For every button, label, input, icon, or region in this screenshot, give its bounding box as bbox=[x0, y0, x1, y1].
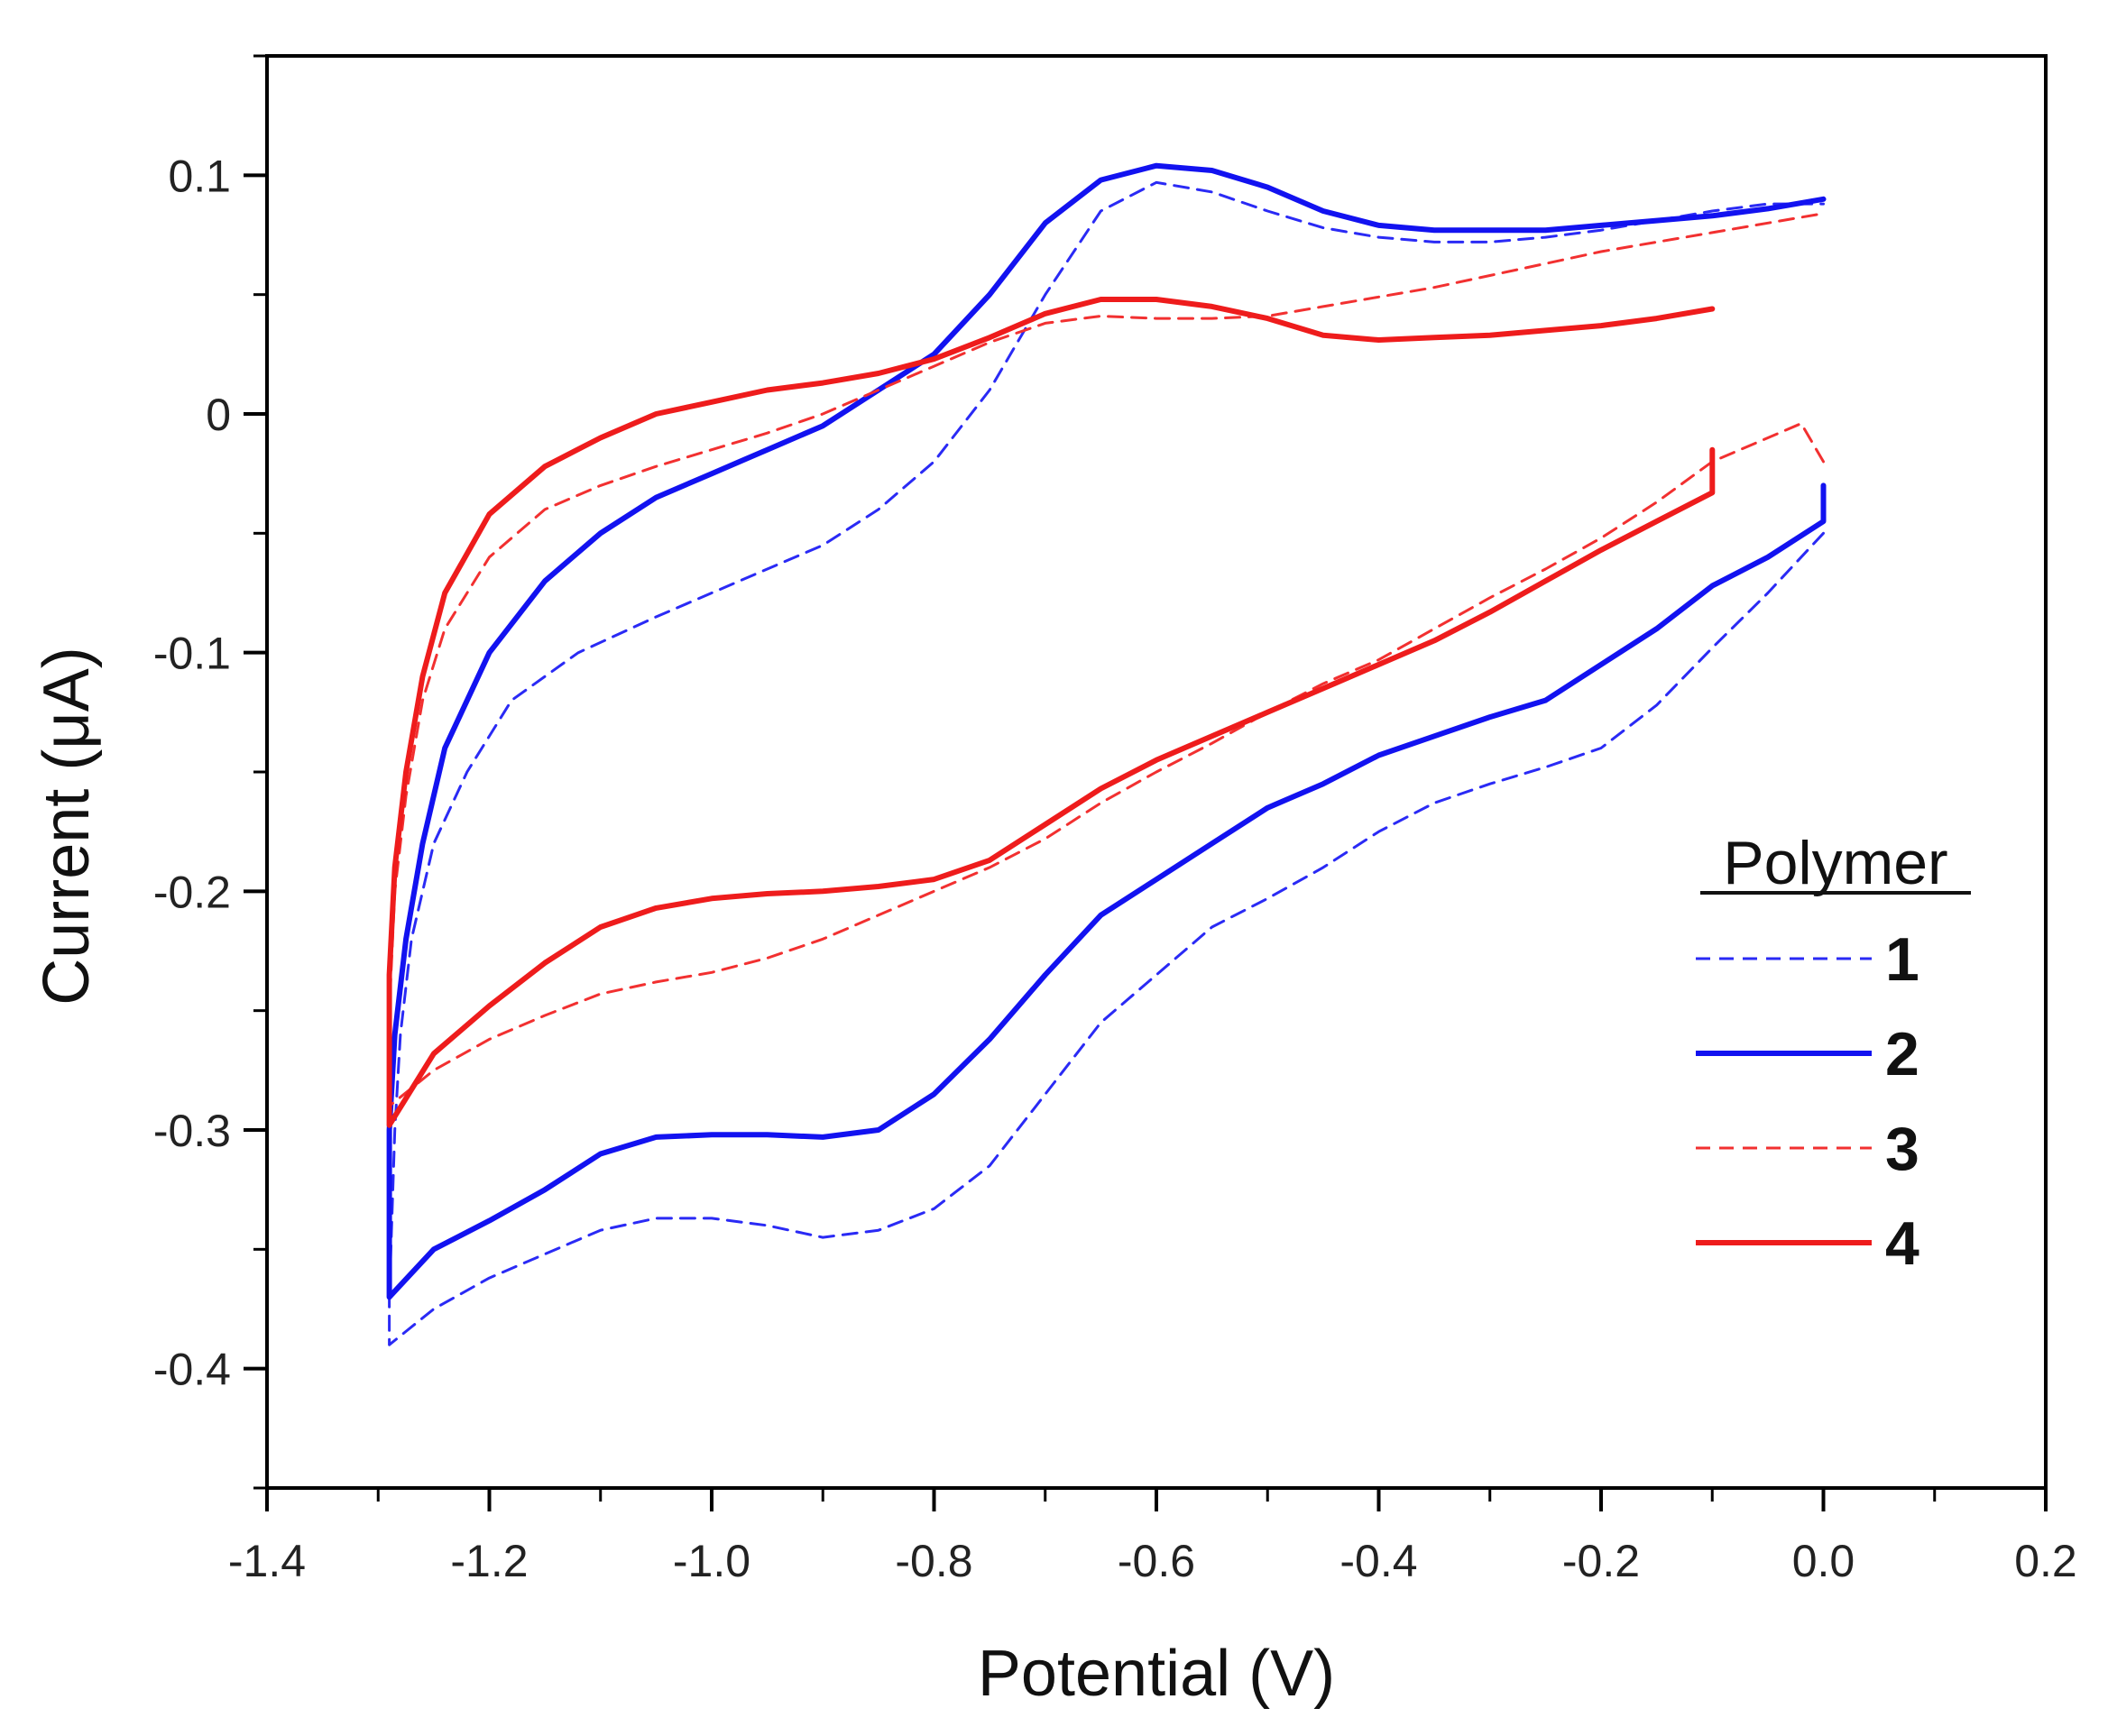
y-tick-label: -0.1 bbox=[153, 629, 231, 679]
series-line-2 bbox=[386, 162, 1827, 1300]
legend: Polymer 1 2 3 4 bbox=[1696, 829, 1971, 1278]
y-tick-label: 0.1 bbox=[168, 151, 231, 201]
legend-title: Polymer bbox=[1723, 829, 1947, 897]
y-tick-label: -0.2 bbox=[153, 867, 231, 917]
x-tick-label: -1.0 bbox=[673, 1536, 750, 1586]
series-line-4 bbox=[386, 297, 1716, 1128]
legend-label-1: 1 bbox=[1885, 925, 1919, 994]
x-tick-label: 0.2 bbox=[2014, 1536, 2077, 1586]
y-tick-label: -0.4 bbox=[153, 1345, 231, 1395]
x-tick-label: -0.8 bbox=[895, 1536, 972, 1586]
y-axis-title: Current (μA) bbox=[31, 647, 103, 1006]
x-tick-label: -0.6 bbox=[1118, 1536, 1195, 1586]
legend-label-3: 3 bbox=[1885, 1115, 1919, 1183]
series-layer bbox=[386, 162, 1827, 1346]
y-tick-label: -0.3 bbox=[153, 1106, 231, 1156]
x-tick-label: -0.4 bbox=[1339, 1536, 1417, 1586]
series-line-3 bbox=[388, 212, 1825, 1107]
y-tick-label: 0 bbox=[206, 390, 231, 440]
x-tick-label: 0.0 bbox=[1792, 1536, 1855, 1586]
x-tick-label: -1.4 bbox=[228, 1536, 306, 1586]
series-line-1 bbox=[388, 180, 1825, 1346]
x-axis-title: Potential (V) bbox=[978, 1638, 1335, 1710]
x-tick-label: -1.2 bbox=[450, 1536, 528, 1586]
x-tick-label: -0.2 bbox=[1562, 1536, 1640, 1586]
legend-label-4: 4 bbox=[1885, 1209, 1919, 1278]
axis-ticks: -1.4 -1.2 -1.0 -0.8 -0.6 -0.4 -0.2 0.0 0.2 0.1 0 -0… bbox=[153, 54, 2077, 1586]
legend-label-2: 2 bbox=[1885, 1020, 1919, 1088]
